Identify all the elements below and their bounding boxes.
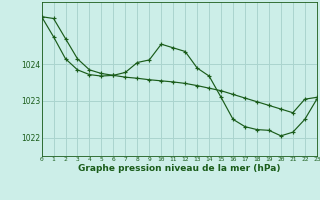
X-axis label: Graphe pression niveau de la mer (hPa): Graphe pression niveau de la mer (hPa) — [78, 164, 280, 173]
